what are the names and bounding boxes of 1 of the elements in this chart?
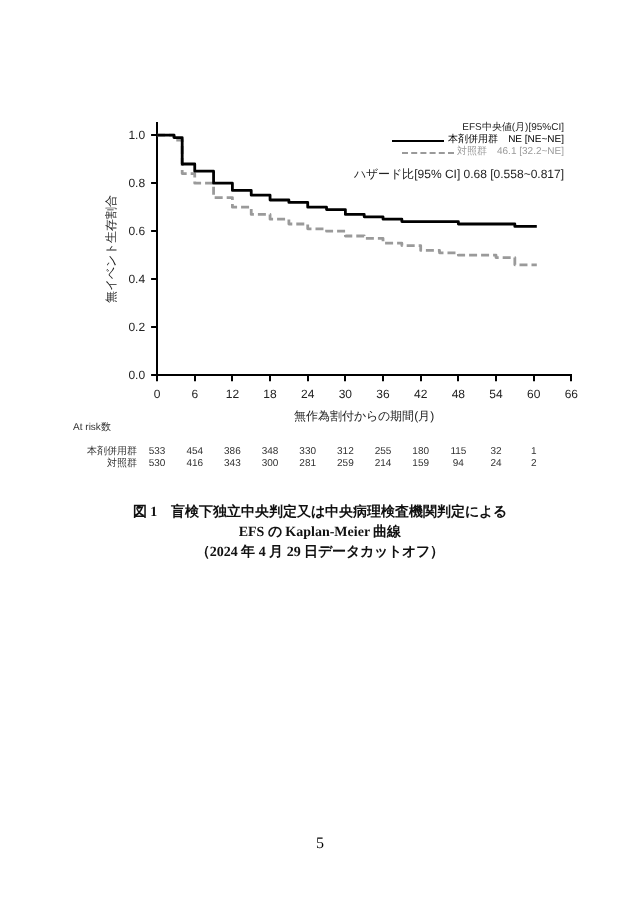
text: 5 (314, 834, 326, 852)
